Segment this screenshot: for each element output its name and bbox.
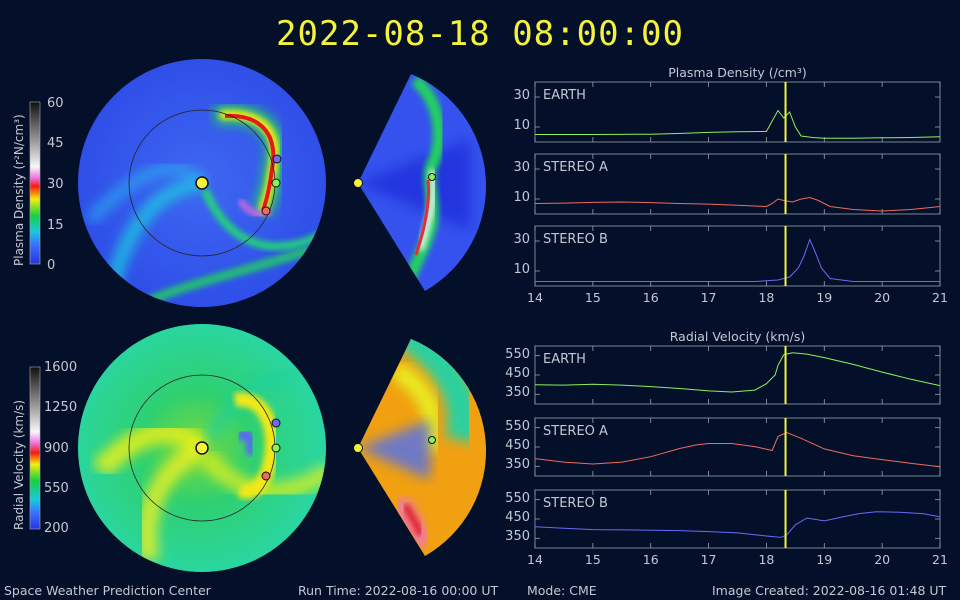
x-tick-label: 16 bbox=[642, 552, 659, 567]
x-tick-label: 14 bbox=[527, 290, 543, 305]
velocity-tick: 1600 bbox=[44, 360, 78, 375]
density-colorbar bbox=[29, 101, 41, 265]
density-tick: 45 bbox=[47, 136, 64, 151]
x-tick-label: 20 bbox=[874, 552, 891, 567]
x-tick-label: 15 bbox=[584, 290, 601, 305]
series-line-earth bbox=[535, 109, 941, 139]
y-tick-label: 350 bbox=[505, 385, 530, 401]
y-tick-label: 450 bbox=[505, 510, 530, 525]
panel-label: STEREO B bbox=[543, 232, 608, 247]
panel-label: EARTH bbox=[543, 352, 586, 367]
density-tick: 60 bbox=[47, 96, 64, 111]
series-line-stereo-a bbox=[534, 431, 941, 468]
series-line-stereo-b bbox=[535, 238, 940, 282]
x-tick-label: 18 bbox=[758, 552, 775, 567]
x-tick-label: 19 bbox=[816, 290, 833, 305]
stereo-a-marker bbox=[261, 206, 271, 216]
density-colorbar-title: Plasma Density (r²N/cm³) bbox=[12, 114, 26, 266]
x-tick-label: 15 bbox=[584, 552, 601, 567]
x-tick-label: 19 bbox=[816, 552, 833, 567]
footer-mode: Mode: CME bbox=[527, 583, 597, 598]
density-tick: 0 bbox=[47, 258, 56, 273]
panel-label: STEREO B bbox=[543, 496, 608, 511]
y-tick-label: 550 bbox=[505, 490, 530, 506]
y-tick-label: 550 bbox=[505, 418, 530, 434]
x-tick-label: 17 bbox=[700, 290, 717, 305]
y-tick-label: 10 bbox=[513, 190, 530, 205]
panel-label: STEREO A bbox=[543, 424, 608, 439]
velocity-ecliptic-disk bbox=[78, 324, 326, 572]
density-tick: 30 bbox=[47, 177, 64, 192]
density-ecliptic-disk bbox=[78, 59, 326, 307]
y-tick-label: 450 bbox=[505, 438, 530, 453]
series-line-earth bbox=[534, 352, 941, 393]
panel-label: STEREO A bbox=[543, 160, 608, 175]
plot-frame bbox=[534, 225, 941, 287]
y-tick-label: 350 bbox=[505, 529, 530, 545]
plot-frame bbox=[534, 345, 941, 405]
velocity-colorbar-title: Radial Velocity (km/s) bbox=[12, 399, 26, 530]
velocity-tick: 550 bbox=[44, 481, 69, 496]
y-tick-label: 30 bbox=[513, 232, 530, 247]
density-tick: 15 bbox=[47, 218, 64, 233]
y-tick-label: 30 bbox=[513, 160, 530, 175]
stereo-b-marker bbox=[272, 154, 282, 164]
series-line-stereo-a bbox=[534, 196, 941, 212]
footer-center: Space Weather Prediction Center bbox=[4, 583, 211, 598]
series-line-stereo-b bbox=[534, 511, 941, 538]
footer-run-time: Run Time: 2022-08-16 00:00 UT bbox=[298, 583, 499, 598]
y-tick-label: 10 bbox=[513, 118, 530, 133]
velocity-plot-title: Radial Velocity (km/s) bbox=[669, 329, 806, 344]
density-meridional-wedge bbox=[353, 74, 487, 291]
timestamp: 2022-08-18 08:00:00 bbox=[276, 14, 684, 54]
y-tick-label: 350 bbox=[505, 457, 530, 473]
velocity-colorbar bbox=[29, 366, 41, 530]
x-tick-label: 20 bbox=[874, 290, 891, 305]
sun-marker bbox=[195, 176, 209, 190]
x-tick-label: 18 bbox=[758, 290, 775, 305]
velocity-meridional-wedge bbox=[353, 339, 487, 556]
x-tick-label: 14 bbox=[527, 552, 543, 567]
plot-frame bbox=[534, 81, 941, 143]
panel-label: EARTH bbox=[543, 88, 586, 103]
x-tick-label: 21 bbox=[932, 290, 948, 305]
x-tick-label: 16 bbox=[642, 290, 659, 305]
y-tick-label: 450 bbox=[505, 366, 530, 381]
plot-frame bbox=[534, 153, 941, 215]
density-plot-title: Plasma Density (/cm³) bbox=[668, 65, 807, 80]
y-tick-label: 550 bbox=[505, 346, 530, 362]
velocity-tick: 200 bbox=[44, 521, 69, 536]
line-plots bbox=[534, 81, 941, 549]
velocity-tick: 900 bbox=[44, 441, 69, 456]
footer-image-created: Image Created: 2022-08-16 01:48 UT bbox=[712, 583, 947, 598]
x-tick-label: 21 bbox=[932, 552, 948, 567]
x-tick-label: 17 bbox=[700, 552, 717, 567]
y-tick-label: 10 bbox=[513, 262, 530, 277]
velocity-tick: 1250 bbox=[44, 400, 78, 415]
y-tick-label: 30 bbox=[513, 88, 530, 103]
earth-marker bbox=[271, 178, 281, 188]
